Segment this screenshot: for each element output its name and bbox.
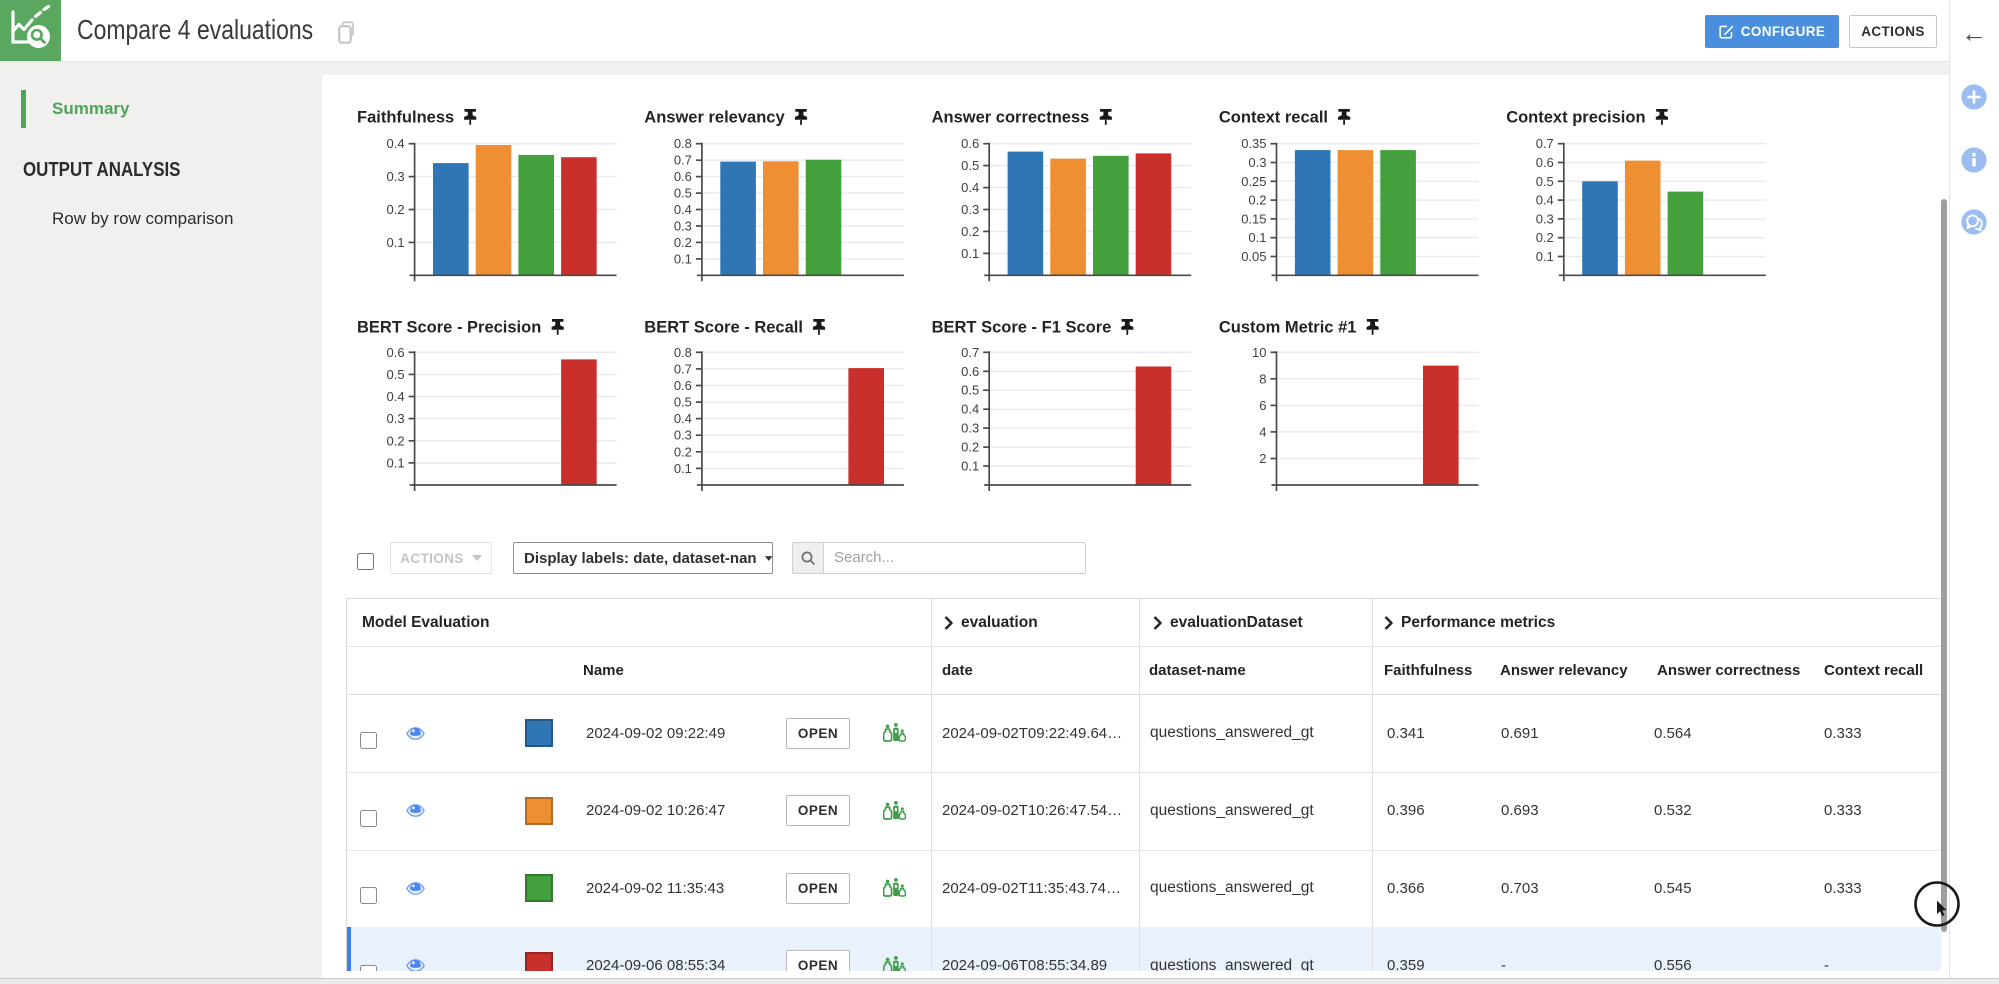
svg-text:0.1: 0.1 [674,251,692,266]
svg-text:0.1: 0.1 [1536,249,1554,264]
svg-text:0.6: 0.6 [961,364,979,379]
svg-text:BERT Score - F1 Score: BERT Score - F1 Score [932,319,1112,337]
svg-text:0.7: 0.7 [674,153,692,168]
svg-text:Answer correctness: Answer correctness [932,109,1090,127]
svg-text:0.4: 0.4 [387,136,405,151]
svg-text:0.6: 0.6 [387,345,405,360]
svg-text:2: 2 [1259,451,1266,466]
svg-text:0.6: 0.6 [674,378,692,393]
svg-text:10: 10 [1252,345,1266,360]
svg-text:Answer relevancy: Answer relevancy [644,109,785,127]
svg-text:0.05: 0.05 [1241,249,1266,264]
svg-text:0.5: 0.5 [961,383,979,398]
svg-text:BERT Score - Recall: BERT Score - Recall [644,319,803,337]
svg-text:0.7: 0.7 [961,345,979,360]
svg-text:BERT Score - Precision: BERT Score - Precision [357,319,541,337]
svg-text:0.3: 0.3 [961,202,979,217]
svg-text:0.1: 0.1 [674,461,692,476]
svg-text:0.5: 0.5 [674,186,692,201]
svg-text:0.15: 0.15 [1241,211,1266,226]
svg-text:0.2: 0.2 [961,440,979,455]
svg-text:0.1: 0.1 [961,246,979,261]
svg-text:0.1: 0.1 [387,235,405,250]
svg-text:0.4: 0.4 [674,411,692,426]
svg-text:0.4: 0.4 [674,202,692,217]
svg-text:0.4: 0.4 [1536,193,1554,208]
svg-text:0.8: 0.8 [674,136,692,151]
svg-text:0.2: 0.2 [387,433,405,448]
svg-text:0.2: 0.2 [1248,193,1266,208]
svg-text:0.6: 0.6 [961,136,979,151]
svg-text:Context precision: Context precision [1506,109,1645,127]
svg-text:0.3: 0.3 [387,411,405,426]
svg-text:0.2: 0.2 [961,224,979,239]
svg-text:0.2: 0.2 [674,444,692,459]
svg-text:4: 4 [1259,424,1266,439]
svg-text:6: 6 [1259,398,1266,413]
svg-text:0.3: 0.3 [387,169,405,184]
svg-text:0.1: 0.1 [961,459,979,474]
svg-text:0.6: 0.6 [1536,155,1554,170]
svg-text:0.2: 0.2 [1536,230,1554,245]
svg-text:0.3: 0.3 [674,428,692,443]
svg-text:0.3: 0.3 [1248,155,1266,170]
svg-text:0.5: 0.5 [1536,174,1554,189]
svg-text:8: 8 [1259,371,1266,386]
svg-text:0.4: 0.4 [961,402,979,417]
svg-text:0.2: 0.2 [674,235,692,250]
svg-text:0.1: 0.1 [1248,230,1266,245]
svg-text:0.5: 0.5 [387,367,405,382]
svg-text:0.6: 0.6 [674,169,692,184]
svg-text:Context recall: Context recall [1219,109,1328,127]
svg-text:0.7: 0.7 [674,361,692,376]
svg-text:0.5: 0.5 [961,158,979,173]
svg-text:0.5: 0.5 [674,395,692,410]
svg-text:0.25: 0.25 [1241,174,1266,189]
svg-text:0.7: 0.7 [1536,136,1554,151]
svg-text:0.2: 0.2 [387,202,405,217]
svg-text:0.3: 0.3 [674,219,692,234]
svg-text:0.8: 0.8 [674,345,692,360]
svg-text:0.4: 0.4 [961,180,979,195]
svg-text:Custom Metric #1: Custom Metric #1 [1219,319,1357,337]
svg-text:0.35: 0.35 [1241,136,1266,151]
svg-text:0.3: 0.3 [1536,211,1554,226]
svg-text:0.3: 0.3 [961,421,979,436]
svg-text:Faithfulness: Faithfulness [357,109,454,127]
svg-text:0.1: 0.1 [387,455,405,470]
svg-text:0.4: 0.4 [387,389,405,404]
